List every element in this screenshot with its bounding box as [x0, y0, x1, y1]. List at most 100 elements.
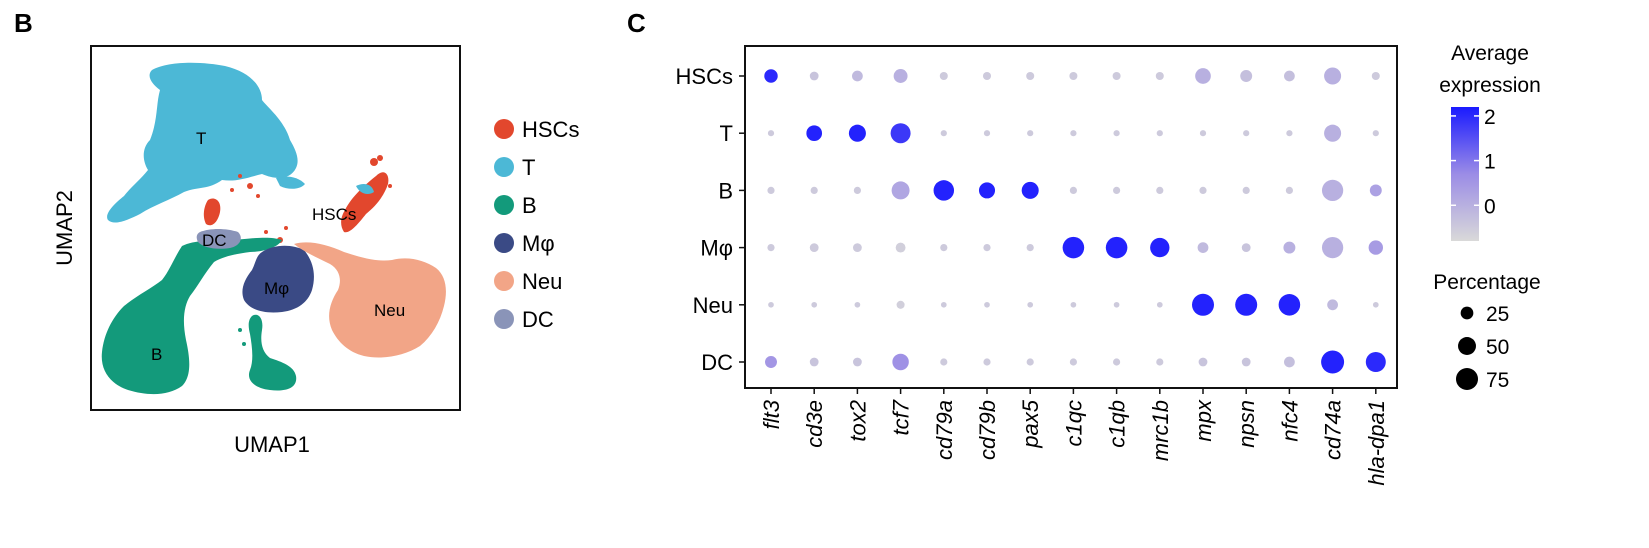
- percentage-legend-items: 25 50 75: [1456, 303, 1509, 392]
- legend-swatch-mphi: [494, 233, 514, 253]
- dot-hscs-mrc1b: [1155, 71, 1164, 81]
- cluster-neu: [294, 242, 446, 358]
- dot-b-hla-dpa1: [1369, 184, 1382, 197]
- dot-b-c1qb: [1113, 186, 1121, 194]
- panel-label-b: B: [14, 8, 33, 38]
- dot-dc-cd3e: [809, 357, 819, 367]
- dot-dc-c1qb: [1113, 358, 1121, 366]
- cluster-t-fragments: [356, 184, 374, 194]
- dot-dc-mpx: [1198, 357, 1208, 367]
- expression-colorbar: [1451, 107, 1479, 241]
- cluster-mphi: [242, 245, 314, 313]
- pct-legend-label-50: 50: [1486, 336, 1509, 359]
- cluster-label-dc: DC: [202, 231, 227, 250]
- x-tick-label-hla-dpa1: hla-dpa1: [1364, 400, 1389, 486]
- dot-t-mpx: [1199, 130, 1207, 137]
- x-tick-label-cd74a: cd74a: [1321, 400, 1346, 460]
- dot-dc-flt3: [765, 356, 777, 368]
- x-tick-label-tox2: tox2: [845, 400, 870, 442]
- cluster-dc: [196, 229, 241, 249]
- dot-dc-mrc1b: [1156, 358, 1164, 366]
- y-tick-label-dc: DC: [701, 350, 733, 375]
- dot-dc-cd79b: [983, 358, 991, 366]
- dot-hscs-nfc4: [1284, 70, 1295, 82]
- dot-b-npsn: [1242, 186, 1250, 194]
- dot-b-cd74a: [1321, 179, 1344, 202]
- umap-panel: T HSCs DC Mφ Neu B UMAP1 UMAP2: [52, 45, 461, 457]
- dot-mphi-mpx: [1197, 242, 1209, 253]
- dot-t-cd79a: [940, 130, 947, 137]
- dot-dc-hla-dpa1: [1365, 352, 1386, 372]
- dot-b-cd3e: [810, 186, 818, 194]
- dot-hscs-npsn: [1240, 70, 1253, 82]
- colorbar-tick-label: 1: [1484, 151, 1496, 174]
- dot-hscs-c1qc: [1069, 71, 1078, 81]
- y-tick-label-mphi: Mφ: [700, 236, 733, 261]
- dot-mphi-cd3e: [809, 243, 819, 253]
- legend-swatch-neu: [494, 271, 514, 291]
- dot-neu-cd3e: [811, 301, 818, 308]
- umap-legend: HSCs TB Mφ Neu DC: [494, 117, 579, 332]
- legend-label-hscs: HSCs: [522, 117, 579, 142]
- dot-dc-nfc4: [1284, 356, 1295, 368]
- dot-neu-nfc4: [1278, 294, 1301, 316]
- dot-hscs-flt3: [764, 69, 778, 83]
- x-tick-label-cd79b: cd79b: [975, 400, 1000, 460]
- dot-mphi-mrc1b: [1150, 237, 1170, 258]
- dot-hscs-cd79a: [939, 71, 948, 81]
- legend-label-neu: Neu: [522, 269, 562, 294]
- legend-label-dc: DC: [522, 307, 554, 332]
- dot-hscs-cd3e: [809, 71, 819, 81]
- dot-t-cd79b: [983, 130, 991, 137]
- legend-label-t: T: [522, 155, 535, 180]
- x-tick-label-cd79a: cd79a: [932, 400, 957, 460]
- cluster-label-t: T: [196, 129, 206, 148]
- dot-mphi-c1qc: [1062, 236, 1085, 259]
- dot-hscs-tox2: [852, 70, 863, 82]
- dot-dc-tox2: [853, 357, 862, 367]
- dot-neu-c1qb: [1113, 301, 1120, 308]
- dot-hscs-pax5: [1026, 71, 1035, 81]
- dot-mphi-flt3: [767, 244, 775, 252]
- cluster-label-hscs: HSCs: [312, 205, 356, 224]
- x-tick-label-pax5: pax5: [1018, 399, 1043, 448]
- dot-t-npsn: [1243, 130, 1250, 137]
- dotplot-y-axis: HSCs T B Mφ Neu DC: [676, 64, 745, 375]
- dot-hscs-c1qb: [1112, 71, 1121, 81]
- percentage-legend: Percentage 25 50 75: [1433, 271, 1540, 392]
- pct-legend-label-25: 25: [1486, 303, 1509, 326]
- dot-neu-npsn: [1235, 293, 1258, 316]
- legend-swatch-dc: [494, 309, 514, 329]
- dot-hscs-cd74a: [1324, 67, 1342, 85]
- dot-neu-tox2: [854, 301, 861, 308]
- legend-swatch-t: [494, 157, 514, 177]
- dot-b-pax5: [1021, 181, 1039, 199]
- dot-mphi-tox2: [853, 243, 862, 253]
- dot-t-c1qc: [1070, 130, 1077, 137]
- dot-t-mrc1b: [1156, 130, 1163, 137]
- dot-mphi-cd74a: [1321, 236, 1344, 259]
- cluster-label-neu: Neu: [374, 301, 405, 320]
- dotplot-panel: HSCs T B Mφ Neu DC flt3 cd3e tox2 tcf7 cd79a cd79b…: [676, 45, 1398, 486]
- dot-neu-tcf7: [896, 300, 905, 309]
- dot-t-c1qb: [1113, 130, 1120, 137]
- x-tick-label-c1qc: c1qc: [1061, 400, 1086, 446]
- cluster-label-b: B: [151, 345, 162, 364]
- dot-b-tox2: [853, 186, 861, 194]
- dot-neu-pax5: [1027, 301, 1034, 308]
- dotplot-frame: [744, 45, 1398, 389]
- dot-mphi-hla-dpa1: [1368, 240, 1383, 255]
- dot-neu-cd74a: [1327, 299, 1338, 311]
- x-tick-label-flt3: flt3: [759, 399, 784, 429]
- expression-colorbar-ticks: 2 1 0: [1451, 106, 1496, 218]
- x-tick-label-tcf7: tcf7: [889, 399, 914, 435]
- dot-neu-cd79a: [940, 301, 947, 308]
- cluster-b: [101, 237, 297, 395]
- dot-b-cd79a: [933, 180, 955, 201]
- x-tick-label-c1qb: c1qb: [1105, 400, 1130, 448]
- legend-label-mphi: Mφ: [522, 231, 555, 256]
- dot-b-c1qc: [1069, 186, 1077, 194]
- pct-legend-label-75: 75: [1486, 369, 1509, 392]
- dot-neu-c1qc: [1070, 301, 1077, 308]
